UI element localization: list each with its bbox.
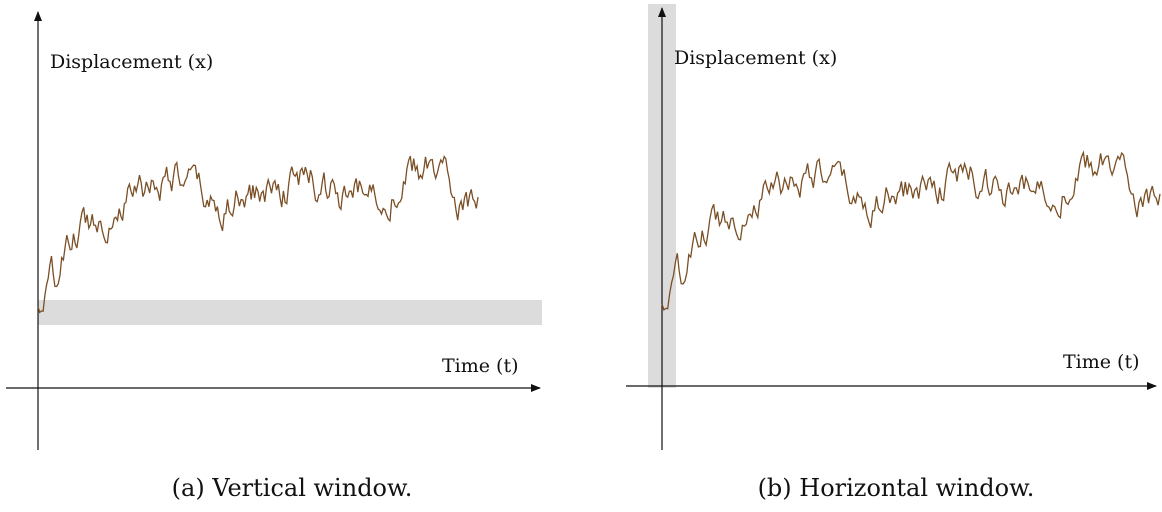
displacement-trace-a	[37, 155, 479, 314]
x-axis-label-a: Time (t)	[442, 355, 519, 377]
caption-b: (b) Horizontal window.	[757, 474, 1035, 502]
panel-b-horizontal-window: Displacement (x) Time (t)	[626, 4, 1161, 450]
displacement-trace-b	[661, 150, 1161, 311]
y-axis-label-b: Displacement (x)	[674, 47, 837, 69]
window-band-a	[38, 300, 542, 325]
caption-a: (a) Vertical window.	[171, 474, 413, 502]
x-axis-label-b: Time (t)	[1063, 351, 1140, 373]
panel-a-vertical-window: Displacement (x) Time (t)	[6, 11, 542, 450]
y-axis-label-a: Displacement (x)	[50, 51, 213, 73]
